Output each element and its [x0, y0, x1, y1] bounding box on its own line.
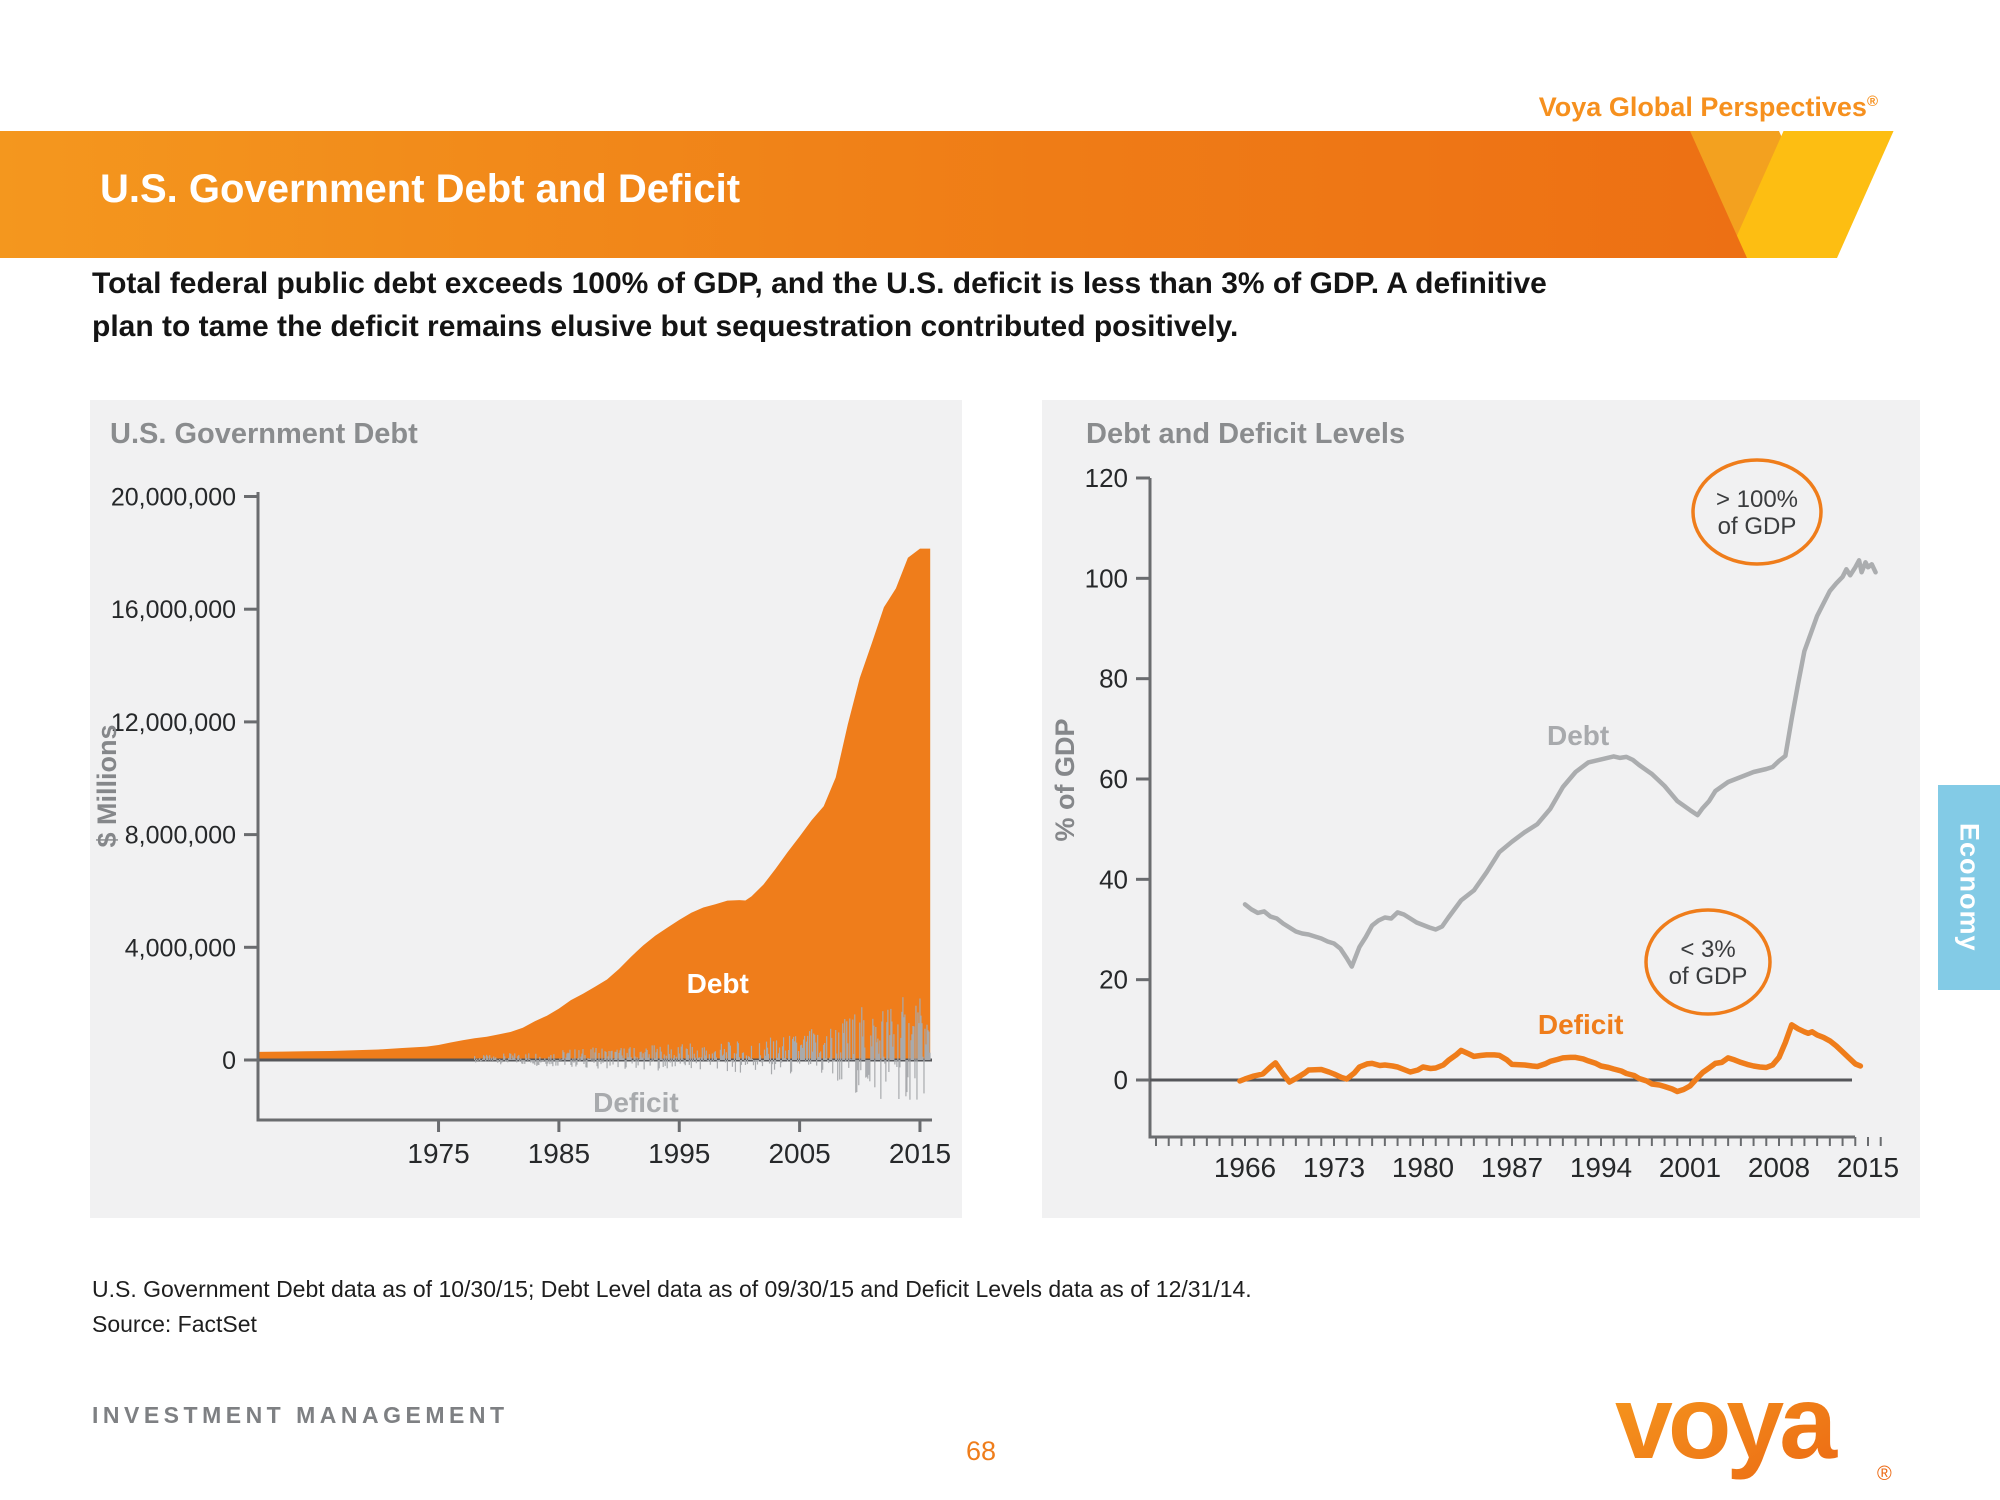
- svg-text:20,000,000: 20,000,000: [111, 484, 236, 512]
- footnote-data-asof: U.S. Government Debt data as of 10/30/15…: [92, 1276, 1252, 1302]
- svg-text:2001: 2001: [1659, 1152, 1721, 1183]
- page-title: U.S. Government Debt and Deficit: [100, 167, 741, 211]
- footnote-source: Source: FactSet: [92, 1311, 257, 1337]
- svg-text:< 3%: < 3%: [1680, 936, 1735, 963]
- debt-deficit-line-chart: 0 20 40 60 80 100 120 1966 1973 1980 1987 1994 2001 2…: [1050, 458, 1899, 1183]
- debt-area-chart: 0 4,000,000 8,000,000 12,000,000 16,000,000 2…: [92, 484, 951, 1170]
- svg-text:Deficit: Deficit: [1538, 1009, 1624, 1040]
- svg-text:0: 0: [1114, 1065, 1128, 1095]
- svg-text:1985: 1985: [528, 1138, 590, 1169]
- svg-text:Debt: Debt: [1547, 720, 1609, 751]
- svg-text:80: 80: [1099, 664, 1128, 694]
- economy-tab-label: Economy: [1954, 823, 1985, 952]
- division-label: INVESTMENT MANAGEMENT: [92, 1402, 509, 1428]
- subtitle-line-2: plan to tame the deficit remains elusive…: [92, 310, 1239, 343]
- svg-text:2005: 2005: [768, 1138, 830, 1169]
- slide-subtitle: Total federal public debt exceeds 100% o…: [92, 262, 1902, 348]
- svg-text:2008: 2008: [1748, 1152, 1810, 1183]
- left-chart-title: U.S. Government Debt: [110, 418, 418, 450]
- svg-text:Deficit: Deficit: [593, 1087, 679, 1118]
- subtitle-line-1: Total federal public debt exceeds 100% o…: [92, 267, 1547, 300]
- economy-side-tab: Economy: [1938, 785, 2000, 990]
- svg-text:1994: 1994: [1570, 1152, 1632, 1183]
- page-number: 68: [966, 1436, 997, 1466]
- left-chart-panel: 0 4,000,000 8,000,000 12,000,000 16,000,000 2…: [90, 400, 962, 1218]
- svg-text:4,000,000: 4,000,000: [125, 934, 236, 962]
- registered-mark: ®: [1866, 93, 1878, 110]
- svg-text:2015: 2015: [1837, 1152, 1899, 1183]
- svg-text:1980: 1980: [1392, 1152, 1454, 1183]
- svg-text:100: 100: [1085, 563, 1128, 593]
- svg-text:16,000,000: 16,000,000: [111, 596, 236, 624]
- voya-logo-text: voya: [1615, 1365, 1838, 1481]
- svg-text:% of GDP: % of GDP: [1050, 718, 1080, 841]
- svg-text:20: 20: [1099, 965, 1128, 995]
- voya-logo-registered: ®: [1877, 1463, 1892, 1485]
- svg-text:of GDP: of GDP: [1669, 963, 1748, 990]
- svg-text:of GDP: of GDP: [1718, 513, 1797, 540]
- svg-text:0: 0: [222, 1047, 236, 1075]
- svg-text:> 100%: > 100%: [1716, 486, 1798, 513]
- footnotes: U.S. Government Debt data as of 10/30/15…: [92, 1272, 1252, 1342]
- svg-text:1975: 1975: [407, 1138, 469, 1169]
- voya-logo: voya ®: [1615, 1365, 1892, 1485]
- brand-text: Voya Global Perspectives: [1538, 92, 1867, 122]
- svg-text:1966: 1966: [1214, 1152, 1276, 1183]
- svg-text:Debt: Debt: [687, 968, 749, 999]
- title-banner: U.S. Government Debt and Deficit: [0, 131, 2000, 258]
- svg-text:60: 60: [1099, 764, 1128, 794]
- svg-text:1973: 1973: [1303, 1152, 1365, 1183]
- banner-orange-band: [0, 131, 1747, 258]
- svg-text:1995: 1995: [648, 1138, 710, 1169]
- svg-text:12,000,000: 12,000,000: [111, 709, 236, 737]
- brand-title: Voya Global Perspectives®: [1539, 92, 1878, 123]
- right-chart-panel: 0 20 40 60 80 100 120 1966 1973 1980 1987 1994 2001 2…: [1042, 400, 1920, 1218]
- svg-text:8,000,000: 8,000,000: [125, 822, 236, 850]
- svg-text:$ Millions: $ Millions: [92, 724, 122, 847]
- svg-text:2015: 2015: [889, 1138, 951, 1169]
- right-chart-title: Debt and Deficit Levels: [1086, 418, 1406, 450]
- svg-text:40: 40: [1099, 864, 1128, 894]
- svg-text:120: 120: [1085, 463, 1128, 493]
- svg-text:1987: 1987: [1481, 1152, 1543, 1183]
